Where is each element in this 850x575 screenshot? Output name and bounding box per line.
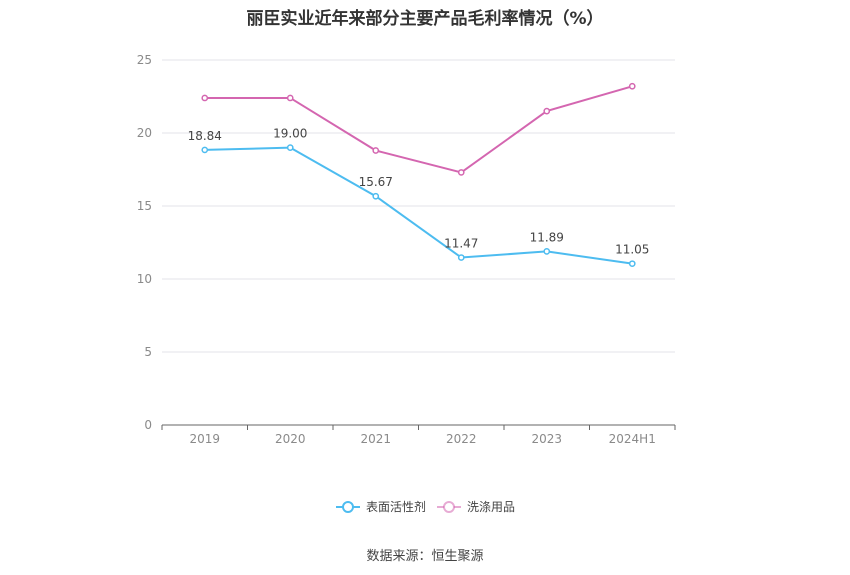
y-tick-label: 25 <box>137 53 152 67</box>
series-line-1 <box>204 146 633 265</box>
series-line-2 <box>204 85 633 174</box>
data-label: 11.05 <box>615 243 649 257</box>
data-point <box>201 146 209 154</box>
legend-marker-icon <box>443 501 455 513</box>
legend-item-1[interactable]: 表面活性剂 <box>336 499 426 514</box>
y-tick-label: 0 <box>144 418 152 432</box>
data-label: 18.84 <box>188 129 222 143</box>
y-tick-label: 10 <box>137 272 152 286</box>
data-point <box>372 192 380 200</box>
legend-item-2[interactable]: 洗涤用品 <box>437 500 515 514</box>
source-note: 数据来源：恒生聚源 <box>366 549 484 564</box>
y-tick-label: 5 <box>144 345 152 359</box>
x-tick-label: 2023 <box>531 432 562 446</box>
data-point <box>286 144 294 151</box>
data-labels: 18.84 19.00 15.67 11.47 11.89 11.05 <box>188 127 650 257</box>
x-axis: 2019 2020 2021 2022 2023 2024H1 <box>161 424 676 446</box>
data-label: 11.89 <box>530 230 564 244</box>
legend-marker-icon <box>342 501 354 513</box>
x-tick-label: 2021 <box>360 432 391 446</box>
legend-label: 表面活性剂 <box>366 499 426 514</box>
data-label: 11.47 <box>444 237 478 251</box>
x-tick-label: 2019 <box>189 432 220 446</box>
data-point <box>457 169 465 176</box>
legend-label: 洗涤用品 <box>467 500 515 514</box>
data-point <box>628 82 636 90</box>
chart-title: 丽臣实业近年来部分主要产品毛利率情况（%） <box>246 9 604 29</box>
data-point <box>372 147 380 154</box>
x-tick-label: 2020 <box>275 432 306 446</box>
data-point <box>543 107 551 115</box>
data-point <box>543 248 551 255</box>
x-tick-label: 2024H1 <box>609 432 656 446</box>
data-point <box>628 260 636 268</box>
legend[interactable]: 表面活性剂 洗涤用品 <box>336 499 515 514</box>
data-label: 15.67 <box>359 175 393 189</box>
grid-lines <box>162 59 675 353</box>
series-layer <box>201 82 636 268</box>
data-point <box>286 94 294 102</box>
y-tick-label: 20 <box>137 126 152 140</box>
data-point <box>201 94 209 102</box>
data-label: 19.00 <box>273 127 307 141</box>
data-point <box>457 254 465 261</box>
y-tick-label: 15 <box>137 199 152 213</box>
x-tick-label: 2022 <box>446 432 477 446</box>
y-axis: 0 5 10 15 20 25 <box>137 53 152 432</box>
